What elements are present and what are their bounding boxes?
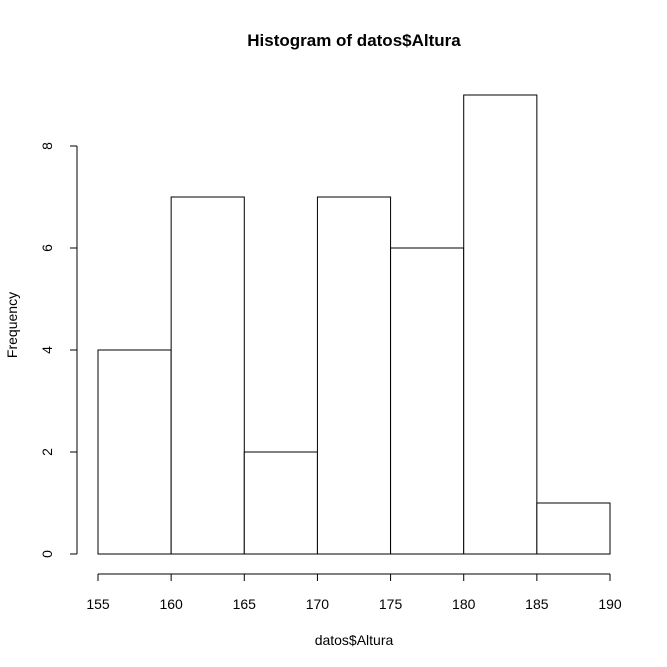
- y-tick-label-2: 2: [39, 448, 55, 456]
- y-tick-label-8: 8: [39, 142, 55, 150]
- bars-group: [97, 94, 611, 555]
- x-tick-label-175: 175: [379, 596, 403, 612]
- histogram-bar-160-165: [170, 196, 245, 555]
- histogram-bar-175-180: [390, 247, 465, 555]
- x-tick-label-180: 180: [452, 596, 476, 612]
- y-axis: 0 2 4 6 8: [39, 142, 78, 558]
- x-axis: 155 160 165 170 175 180 185 190: [86, 573, 622, 612]
- x-tick-label-160: 160: [159, 596, 183, 612]
- x-tick-label-190: 190: [598, 596, 622, 612]
- x-axis-label: datos$Altura: [315, 632, 394, 648]
- x-tick-label-155: 155: [86, 596, 110, 612]
- y-tick-label-0: 0: [39, 550, 55, 558]
- histogram-bar-170-175: [316, 196, 392, 555]
- chart-title: Histogram of datos$Altura: [247, 31, 461, 50]
- y-tick-label-6: 6: [39, 244, 55, 252]
- x-tick-label-170: 170: [306, 596, 330, 612]
- y-tick-label-4: 4: [39, 346, 55, 354]
- histogram-bar-165-170: [243, 451, 318, 555]
- histogram-bar-155-160: [97, 349, 172, 555]
- x-tick-label-165: 165: [233, 596, 257, 612]
- x-tick-label-185: 185: [525, 596, 549, 612]
- y-axis-label: Frequency: [4, 292, 20, 358]
- histogram-bar-180-185: [463, 94, 538, 555]
- histogram-bar-185-190: [536, 502, 611, 555]
